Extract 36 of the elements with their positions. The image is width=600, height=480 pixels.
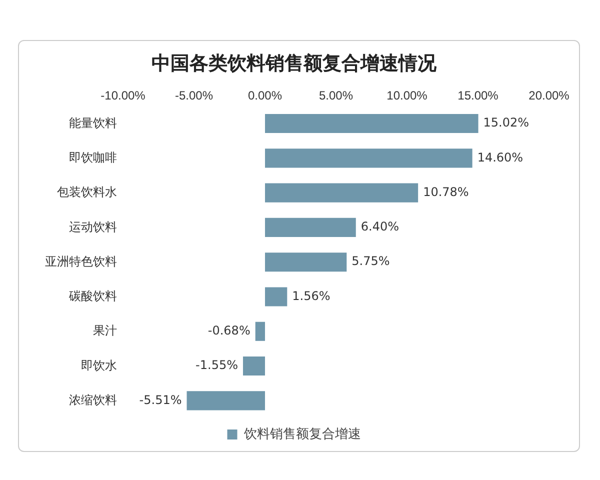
- y-tick-label: 即饮水: [81, 358, 117, 372]
- y-tick-label: 果汁: [93, 324, 117, 338]
- bar: [242, 356, 265, 376]
- data-label: -0.68%: [208, 324, 250, 338]
- x-tick-label: -5.00%: [174, 88, 214, 102]
- bar: [265, 218, 356, 237]
- data-label: 15.02%: [483, 116, 530, 130]
- bar: [186, 391, 265, 410]
- y-tick-label: 浓缩饮料: [69, 392, 117, 407]
- bar: [265, 287, 288, 306]
- data-label: -1.55%: [196, 358, 238, 372]
- y-tick-label: 能量饮料: [69, 116, 117, 130]
- legend-label: 饮料销售额复合增速: [242, 426, 361, 442]
- y-tick-label: 亚洲特色饮料: [45, 254, 117, 268]
- data-label: 6.40%: [360, 220, 400, 234]
- data-label: -5.51%: [139, 392, 182, 407]
- data-label: 5.75%: [352, 254, 390, 268]
- y-tick-label: 运动饮料: [69, 220, 117, 234]
- x-tick-label: 10.00%: [386, 88, 428, 102]
- chart-title: 中国各类饮料销售额复合增速情况: [152, 52, 438, 74]
- x-tick-label: 5.00%: [318, 88, 354, 102]
- x-tick-label: 20.00%: [528, 88, 570, 102]
- x-tick-label: 0.00%: [248, 88, 282, 102]
- data-label: 1.56%: [292, 288, 330, 303]
- x-tick-label: -10.00%: [100, 88, 146, 102]
- y-tick-label: 即饮咖啡: [69, 150, 117, 164]
- bar: [255, 322, 265, 341]
- y-tick-label: 碳酸饮料: [68, 289, 117, 304]
- bar: [265, 114, 478, 134]
- data-label: 10.78%: [423, 184, 469, 199]
- bar: [265, 148, 472, 168]
- x-tick-label: 15.00%: [458, 88, 499, 102]
- data-label: 14.60%: [477, 150, 524, 164]
- bar: [265, 252, 347, 272]
- y-tick-label: 包装饮料水: [57, 185, 117, 200]
- bar: [265, 183, 418, 202]
